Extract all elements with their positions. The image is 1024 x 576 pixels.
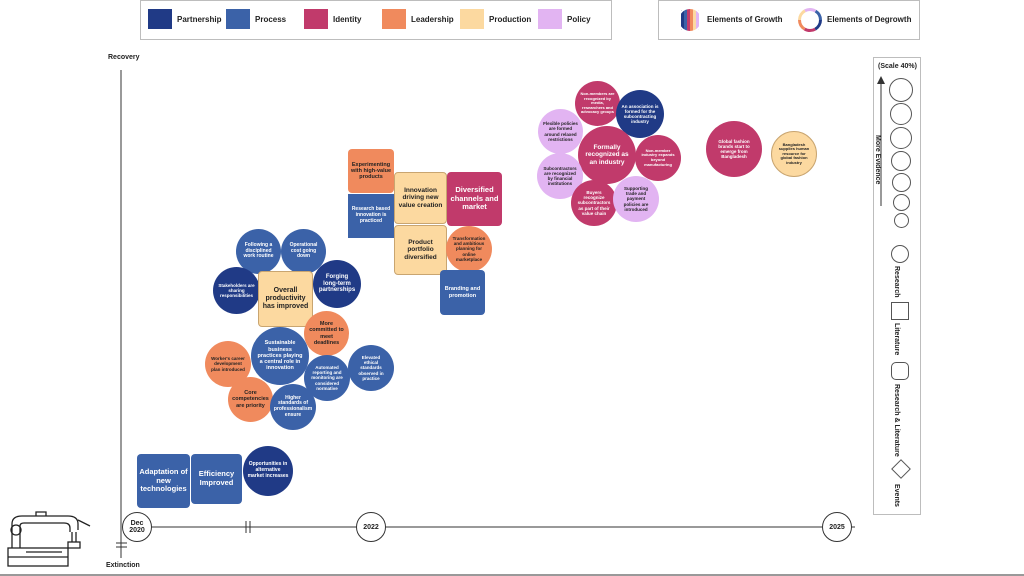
tick-label: 2022 bbox=[363, 523, 379, 531]
node-alternative-market: Opportunities in alternative market incr… bbox=[243, 446, 293, 496]
legend-label: Process bbox=[255, 14, 287, 24]
growth-ring-icon bbox=[677, 7, 703, 33]
growth-legend: Elements of Growth Elements of Degrowth bbox=[658, 0, 920, 40]
node-branding-promotion: Branding and promotion bbox=[440, 270, 485, 315]
node-diversified-channels: Diversified channels and market bbox=[447, 172, 502, 226]
policy-swatch bbox=[538, 9, 562, 29]
legend-partnership: Partnership bbox=[148, 1, 221, 37]
legend-identity: Identity bbox=[304, 1, 361, 37]
y-axis-top-label: Recovery bbox=[108, 54, 140, 61]
node-product-portfolio: Product portfolio diversified bbox=[394, 225, 447, 275]
leadership-swatch bbox=[382, 9, 406, 29]
node-ethical-standards: Elevated ethical standards observed in p… bbox=[348, 345, 394, 391]
growth-label: Elements of Growth bbox=[707, 15, 783, 24]
degrowth-ring-icon bbox=[798, 8, 822, 32]
node-committed-deadlines: More committed to meet deadlines bbox=[304, 311, 349, 356]
partnership-swatch bbox=[148, 9, 172, 29]
node-disciplined-routine: Following a disciplined work routine bbox=[236, 229, 281, 274]
node-efficiency-improved: Efficiency Improved bbox=[191, 454, 242, 504]
legend-label: Identity bbox=[333, 14, 362, 24]
node-adaptation-new-technologies: Adaptation of new technologies bbox=[137, 454, 190, 508]
node-online-marketplace: Transformation and ambitious planning fo… bbox=[446, 226, 492, 272]
node-core-competencies: Core competencies are priority bbox=[228, 377, 273, 422]
events-label: Events bbox=[893, 484, 900, 507]
research-shape-icon bbox=[891, 245, 909, 263]
node-human-resource-supply: Bangladesh supplies human resource for g… bbox=[771, 131, 817, 177]
legend-process: Process bbox=[226, 1, 286, 37]
node-formally-recognized: Formally recognized as an industry bbox=[578, 126, 636, 184]
legend-label: Partnership bbox=[177, 14, 222, 24]
sewing-machine-icon bbox=[7, 511, 91, 567]
tick-label: Dec bbox=[130, 520, 144, 527]
category-legend: Partnership Process Identity Leadership … bbox=[140, 0, 612, 40]
tick-2022: 2022 bbox=[356, 512, 386, 542]
literature-shape-icon bbox=[891, 302, 909, 320]
node-professionalism: Higher standards of professionalism ensu… bbox=[270, 384, 316, 430]
node-global-fashion-brands: Global fashion brands start to emerge fr… bbox=[706, 121, 762, 177]
legend-label: Policy bbox=[567, 14, 591, 24]
node-operational-cost: Operational cost going down bbox=[281, 229, 326, 274]
tick-dec-2020: Dec 2020 bbox=[122, 512, 152, 542]
node-overall-productivity: Overall productivity has improved bbox=[258, 271, 313, 327]
node-non-member-expands: Non-member industry expands beyond manuf… bbox=[635, 135, 681, 181]
legend-label: Leadership bbox=[411, 14, 454, 24]
tick-2025: 2025 bbox=[822, 512, 852, 542]
node-innovation-value-creation: Innovation driving new value creation bbox=[394, 172, 447, 224]
scale-circle bbox=[891, 151, 911, 171]
tick-label: 2025 bbox=[829, 523, 845, 531]
more-evidence-arrow-icon bbox=[877, 76, 885, 206]
legend-leadership: Leadership bbox=[382, 1, 454, 37]
identity-swatch bbox=[304, 9, 328, 29]
node-stakeholders-sharing: Stakeholders are sharing responsibilitie… bbox=[213, 267, 260, 314]
node-non-members-recognized: Non-members are recognized by media, res… bbox=[575, 81, 620, 126]
legend-policy: Policy bbox=[538, 1, 591, 37]
node-sustainable-practices: Sustainable business practices playing a… bbox=[251, 327, 309, 385]
scale-circle bbox=[894, 213, 909, 228]
node-career-development: Worker's career development plan introdu… bbox=[205, 341, 251, 387]
node-buyers-recognize: Buyers recognize subcontractors as part … bbox=[571, 180, 617, 226]
process-swatch bbox=[226, 9, 250, 29]
more-evidence-label: More Evidence bbox=[874, 135, 881, 185]
node-research-innovation: Research based innovation is practiced bbox=[348, 194, 394, 238]
research-literature-label: Research & Literature bbox=[893, 384, 900, 457]
research-label: Research bbox=[893, 266, 900, 298]
node-high-value-products: Experimenting with high-value products bbox=[348, 149, 394, 193]
y-axis-bottom-label: Extinction bbox=[106, 562, 140, 569]
production-swatch bbox=[460, 9, 484, 29]
scale-circle bbox=[890, 103, 912, 125]
scale-circle bbox=[890, 127, 912, 149]
node-flexible-policies: Flexible policies are formed around rela… bbox=[538, 109, 583, 154]
degrowth-label: Elements of Degrowth bbox=[827, 15, 912, 24]
legend-label: Production bbox=[489, 14, 532, 24]
node-long-term-partnerships: Forging long-term partnerships bbox=[313, 260, 361, 308]
research-literature-shape-icon bbox=[891, 362, 909, 380]
scale-circle bbox=[892, 173, 911, 192]
tick-label: 2020 bbox=[129, 527, 145, 534]
scale-circle bbox=[889, 78, 913, 102]
literature-label: Literature bbox=[893, 323, 900, 356]
scale-label: (Scale 40%) bbox=[878, 63, 917, 70]
scale-circle bbox=[893, 194, 910, 211]
node-association-formed: An association is formed for the subcont… bbox=[616, 90, 664, 138]
legend-production: Production bbox=[460, 1, 531, 37]
node-trade-payment-policies: Supporting trade and payment policies ar… bbox=[613, 176, 659, 222]
